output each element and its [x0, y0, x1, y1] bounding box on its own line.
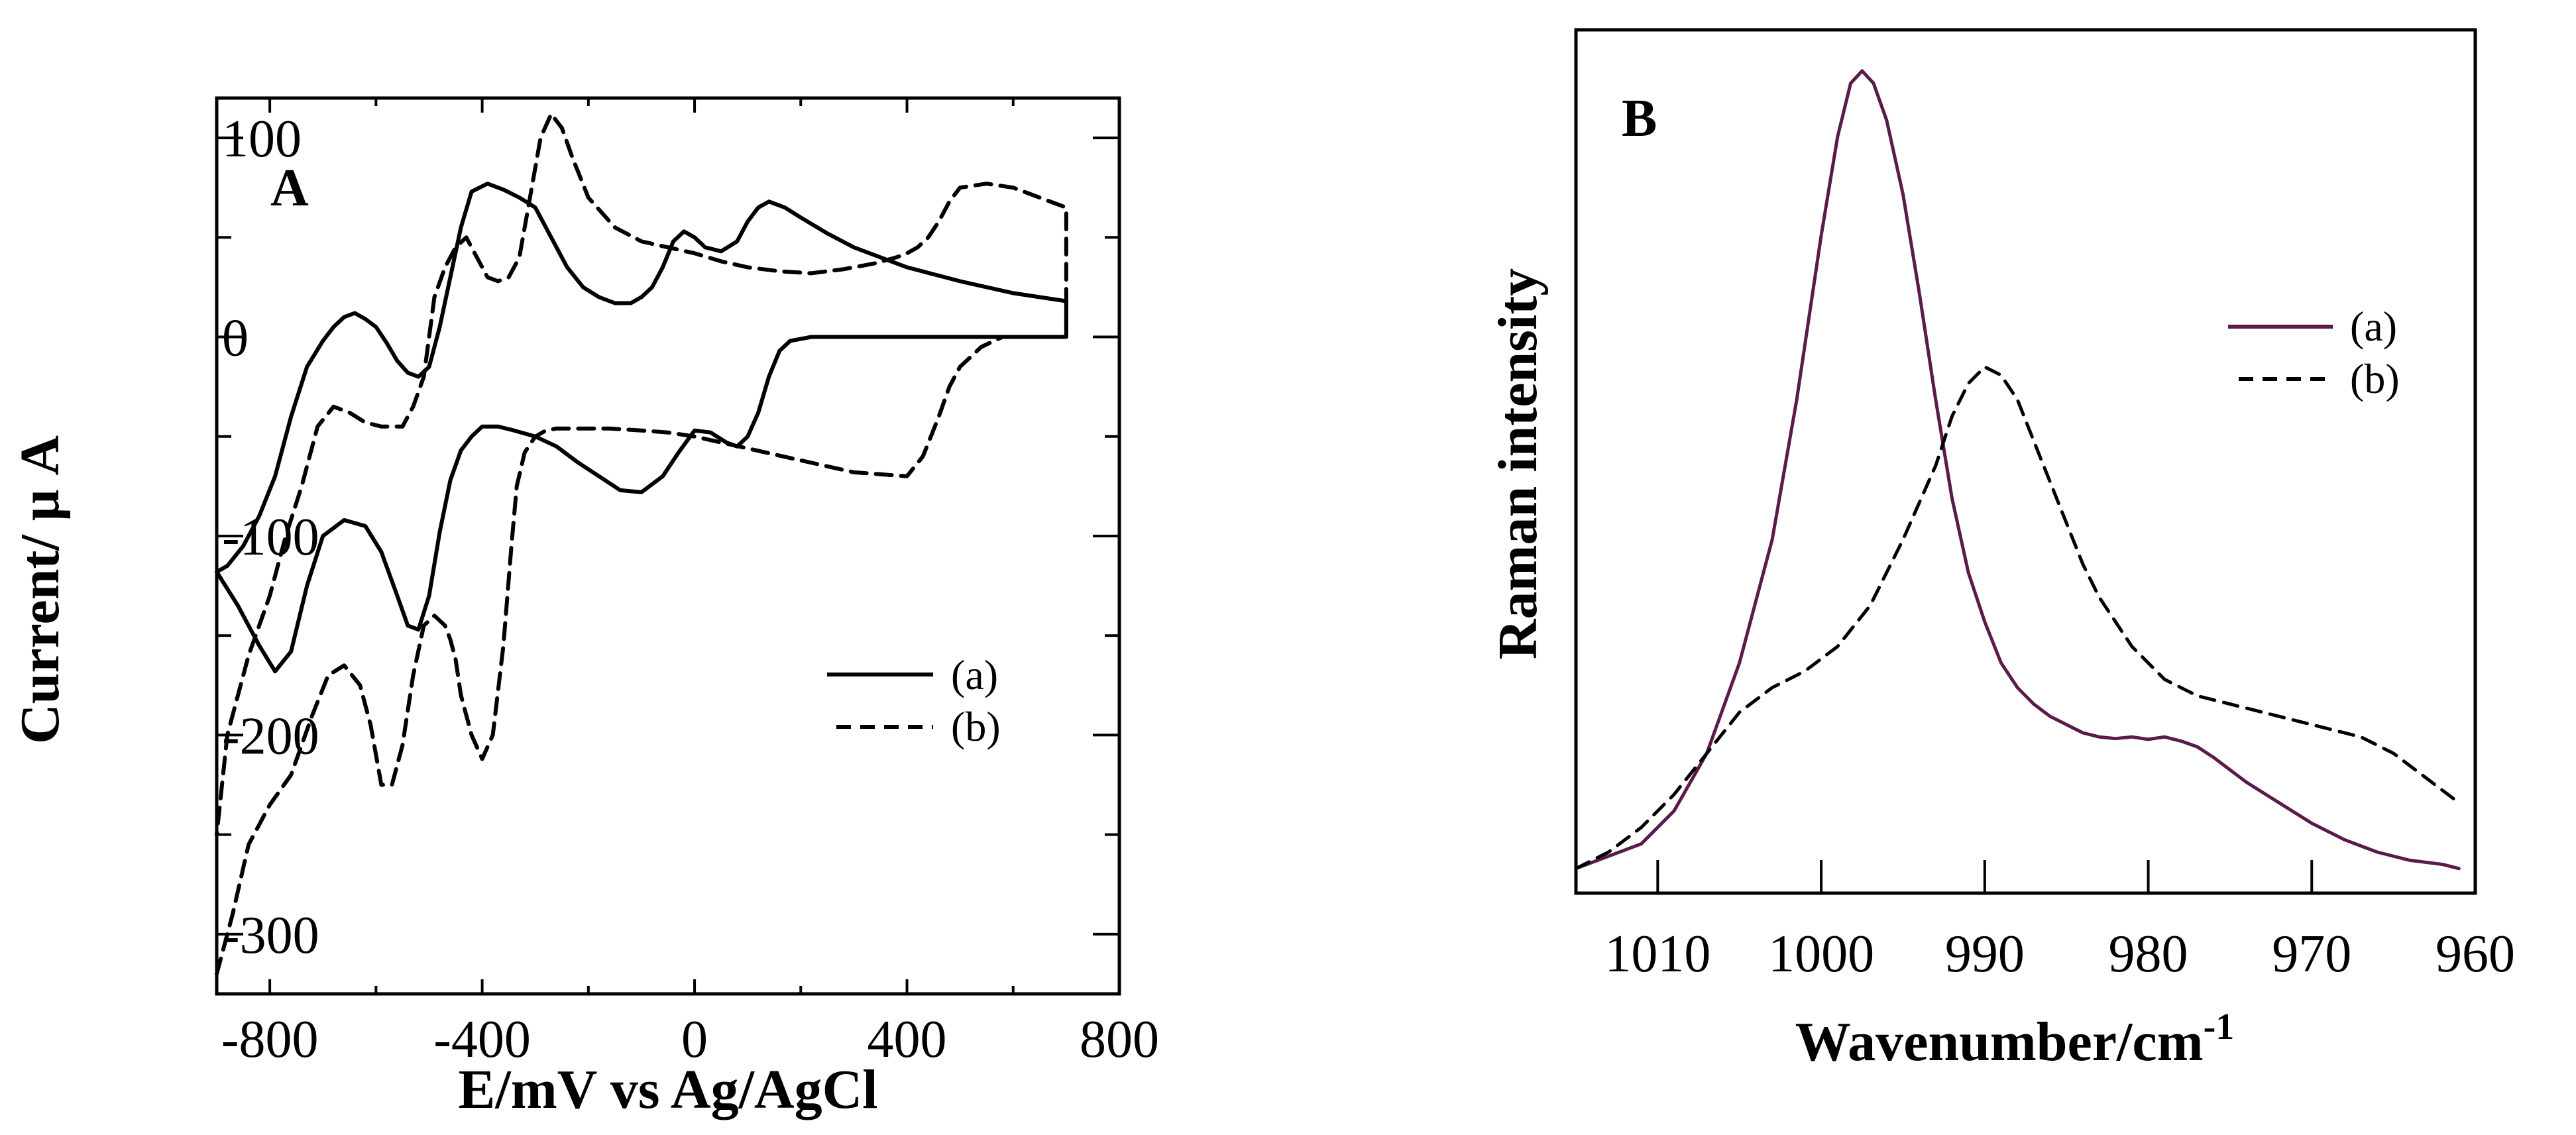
panel-a-series-b-line — [215, 112, 1068, 976]
panel-a-x-tick-label: -400 — [433, 1010, 531, 1069]
panel-b-legend: (a) (b) — [2228, 303, 2400, 402]
panel-a-letter: A — [270, 159, 309, 217]
panel-b-x-tick-label: 970 — [2272, 925, 2351, 983]
panel-a-x-tick-label: 0 — [681, 1010, 708, 1069]
panel-b-x-axis-title-superscript: -1 — [2204, 1006, 2235, 1048]
panel-a-x-tick-label: 800 — [1080, 1010, 1159, 1069]
panel-a-legend-label-a: (a) — [951, 651, 998, 698]
panel-b-letter: B — [1622, 89, 1657, 148]
panel-a-x-axis-title: E/mV vs Ag/AgCl — [458, 1059, 877, 1120]
panel-b: 1010 1000 990 980 970 960 B Wavenumber/cm-1 R… — [1487, 28, 2515, 1073]
panel-a-y-tick-label: 0 — [222, 309, 249, 368]
panel-a-legend-label-b: (b) — [951, 703, 1001, 750]
panel-b-legend-label-a: (a) — [2350, 303, 2397, 350]
panel-b-frame — [1574, 28, 2477, 895]
panel-a-series-a-line — [215, 182, 1068, 674]
panel-b-x-tick-label: 1010 — [1604, 925, 1710, 983]
panel-b-series-a-line — [1574, 69, 2461, 871]
panel-b-y-axis-title: Raman intensity — [1487, 268, 1549, 659]
panel-b-series-b-line — [1574, 365, 2461, 871]
panel-b-x-tick-label: 980 — [2109, 925, 2188, 983]
panel-b-legend-label-b: (b) — [2350, 355, 2400, 402]
panel-a-y-axis-title: Current/ μ A — [9, 435, 71, 744]
panel-a-legend: (a) (b) — [827, 651, 1001, 750]
panel-a-y-tick-label: 100 — [222, 110, 302, 168]
panel-b-x-tick-label: 960 — [2436, 925, 2515, 983]
panel-a-x-tick-label: -800 — [221, 1010, 319, 1069]
panel-b-x-tick-label: 990 — [1945, 925, 2025, 983]
panel-a-frame — [215, 96, 1121, 996]
panel-b-x-tick-label: 1000 — [1768, 925, 1874, 983]
panel-a-x-tick-label: 400 — [868, 1010, 947, 1069]
panel-b-x-axis-title-text: Wavenumber/cm — [1795, 1011, 2204, 1073]
panel-a-y-tick-label: -100 — [222, 508, 319, 567]
panel-b-x-axis-title: Wavenumber/cm-1 — [1795, 1006, 2235, 1073]
panel-a-y-tick-label: -300 — [222, 906, 319, 965]
